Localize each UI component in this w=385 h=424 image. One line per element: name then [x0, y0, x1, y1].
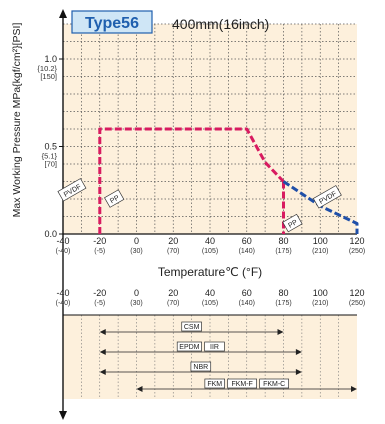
x-tick-label-fahrenheit: (105) — [202, 300, 218, 307]
seal-material-box — [259, 378, 289, 389]
x-tick-label: 100 — [313, 288, 328, 298]
x-tick-label-fahrenheit: (140) — [239, 300, 255, 307]
seal-material-box — [204, 378, 226, 389]
x-tick-label-fahrenheit: (30) — [130, 248, 142, 255]
x-tick-label-fahrenheit: (105) — [202, 248, 218, 255]
seal-range-arrow-right — [351, 386, 357, 392]
x-tick-label-fahrenheit: (-5) — [94, 300, 105, 307]
annotation-label: PP — [109, 194, 121, 205]
x-tick-label-fahrenheit: (210) — [312, 300, 328, 307]
x-tick-label-fahrenheit: (175) — [275, 300, 291, 307]
seal-material-iir: IIR — [210, 344, 219, 351]
y-tick-label-psi: [150] — [40, 72, 57, 81]
annotation-box — [312, 185, 342, 209]
y-tick-label: 1.0 — [44, 54, 57, 64]
seal-material-ranges: CSM EPDM IIR NBR FKM FKM-F FKM-C — [99, 321, 357, 392]
y-axis-arrow-down — [59, 411, 67, 420]
x-tick-label: -20 — [93, 236, 106, 246]
seal-material-fkm-f: FKM-F — [231, 381, 252, 388]
series-lines — [98, 127, 359, 234]
annotation-box — [104, 189, 125, 208]
y-tick-label-kgf: {10.2} — [37, 64, 57, 73]
x-tick-label: 0 — [134, 236, 139, 246]
x-tick-label-fahrenheit: (250) — [349, 300, 365, 307]
x-tick-label: 120 — [349, 236, 364, 246]
x-tick-label-fahrenheit: (250) — [349, 248, 365, 255]
seal-range-arrow-right — [295, 369, 302, 375]
seal-x-tick-labels: -40 (-40) -20 (-5) 0 (30) 20 (70) 40 (105) 60 (140)… — [56, 288, 366, 307]
seal-material-box — [176, 341, 202, 352]
x-tick-label-fahrenheit: (-5) — [94, 248, 105, 255]
seal-range-arrow-left — [99, 349, 106, 355]
x-tick-label-fahrenheit: (175) — [275, 248, 291, 255]
annotation-box — [57, 178, 87, 202]
annotation-box — [282, 213, 303, 233]
title-box — [71, 10, 153, 34]
y-axis-arrow-up — [59, 9, 67, 18]
seal-material-csm: CSM — [184, 324, 200, 331]
x-tick-label: -20 — [93, 288, 106, 298]
seal-material-fkm-c: FKM-C — [263, 381, 285, 388]
x-tick-label: 40 — [205, 236, 215, 246]
x-tick-label-fahrenheit: (-40) — [56, 248, 71, 255]
x-tick-label-fahrenheit: (70) — [167, 300, 179, 307]
seal-range-arrow-left — [136, 386, 143, 392]
y-tick-label-psi: [70] — [44, 160, 57, 169]
x-axis-label: Temperature℃ (°F) — [158, 265, 262, 279]
x-tick-label: 120 — [349, 288, 364, 298]
seal-range-arrow-right — [277, 329, 284, 335]
y-tick-label: 0.5 — [44, 142, 57, 152]
seal-material-box — [190, 361, 212, 372]
annotation-pp: PP — [104, 189, 125, 208]
seal-range-arrow-right — [295, 349, 302, 355]
x-tick-label: 80 — [278, 288, 288, 298]
x-tick-label: -40 — [56, 236, 69, 246]
y-axis-label: Max Working Pressure MPa{kgf/cm²}[PSI] — [11, 23, 23, 218]
x-tick-label: 60 — [242, 288, 252, 298]
seal-material-box — [181, 321, 202, 332]
x-tick-label-fahrenheit: (-40) — [56, 300, 71, 307]
y-tick-labels: 1.0{10.2}[150] 0.5{5.1}[70] 0.0 — [37, 54, 63, 239]
seal-material-box — [204, 341, 225, 352]
x-tick-label: 60 — [242, 236, 252, 246]
seal-material-fkm: FKM — [207, 381, 222, 388]
series-line-pvdf — [282, 180, 359, 234]
seal-material-nbr: NBR — [193, 364, 208, 371]
y-tick-label: 0.0 — [44, 229, 57, 239]
x-tick-label-fahrenheit: (70) — [167, 248, 179, 255]
x-tick-label: 20 — [168, 236, 178, 246]
x-tick-label-fahrenheit: (140) — [239, 248, 255, 255]
series-line-pvdf — [98, 127, 285, 234]
x-tick-label: 40 — [205, 288, 215, 298]
seal-range-arrow-left — [99, 369, 106, 375]
x-tick-label: 80 — [278, 236, 288, 246]
x-tick-label: -40 — [56, 288, 69, 298]
seal-material-box — [227, 378, 257, 389]
chart-subtitle: 400mm(16inch) — [172, 16, 269, 32]
x-tick-label: 100 — [313, 236, 328, 246]
y-tick-label-kgf: {5.1} — [42, 152, 58, 161]
annotation-label: PP — [287, 219, 299, 230]
x-tick-labels: -40 (-40) -20 (-5) 0 (30) 20 (70) 40 (105) 60 (140)… — [56, 236, 366, 255]
x-tick-label-fahrenheit: (210) — [312, 248, 328, 255]
seal-range-arrow-left — [99, 329, 106, 335]
annotation-pp: PP — [282, 213, 303, 233]
x-tick-label: 20 — [168, 288, 178, 298]
x-tick-label-fahrenheit: (30) — [130, 300, 142, 307]
seal-material-epdm: EPDM — [179, 344, 199, 351]
chart-title: Type56 — [85, 15, 139, 32]
x-tick-label: 0 — [134, 288, 139, 298]
